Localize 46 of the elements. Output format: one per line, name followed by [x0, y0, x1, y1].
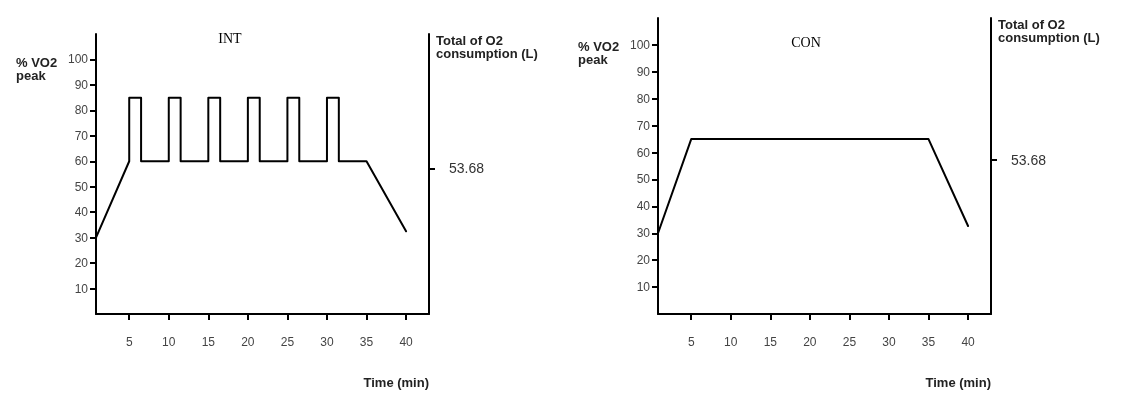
y-tick-label: 10 [636, 280, 651, 295]
y-tick-label: 80 [636, 91, 651, 106]
x-tick-label: 5 [687, 335, 695, 349]
y-tick-label: 90 [74, 77, 89, 92]
y-tick-label: 60 [636, 145, 651, 160]
x-tick-label: 40 [399, 335, 414, 349]
y2-axis-title: Total of O2 consumption (L) [436, 33, 538, 61]
y-tick-label: 30 [74, 230, 89, 245]
y-tick-label: 20 [74, 256, 89, 271]
y-tick-label: 20 [636, 253, 651, 268]
x-tick-label: 20 [803, 335, 817, 349]
y-tick-label: 30 [636, 226, 651, 241]
x-axis-title: Time (min) [363, 375, 429, 390]
x-tick-label: 30 [882, 335, 896, 349]
y-tick-label: 10 [74, 281, 89, 296]
text: 53.68 [449, 160, 485, 177]
text: CON [791, 34, 821, 50]
x-tick-label: 35 [359, 335, 374, 349]
y-axis-title: % VO2 peak [578, 39, 623, 67]
y-tick-label: 50 [74, 179, 89, 194]
y-tick-label: 40 [636, 199, 651, 214]
x-tick-label: 15 [201, 335, 216, 349]
y2-axis-title: Total of O2 consumption (L) [998, 17, 1100, 45]
y-tick-label: 60 [74, 154, 89, 169]
y-tick-label: 70 [74, 128, 89, 143]
x-tick-label: 10 [162, 335, 176, 349]
x-tick-label: 5 [125, 335, 133, 349]
x-tick-label: 40 [961, 335, 976, 349]
x-tick-label: 25 [842, 335, 857, 349]
y-tick-label: 100 [629, 37, 651, 52]
text: 53.68 [1011, 152, 1047, 169]
y-tick-label: 70 [636, 118, 651, 133]
x-tick-label: 35 [921, 335, 936, 349]
y-tick-label: 90 [636, 64, 651, 79]
y-tick-label: 80 [74, 103, 89, 118]
y-tick-label: 40 [74, 205, 89, 220]
x-tick-label: 30 [320, 335, 334, 349]
chart-title: INT [218, 30, 243, 46]
x-axis-title: Time (min) [925, 375, 991, 390]
y-tick-label: 100 [67, 52, 89, 67]
x-tick-label: 10 [724, 335, 738, 349]
x-tick-label: 15 [763, 335, 778, 349]
y-axis-title: % VO2 peak [16, 55, 61, 83]
x-tick-label: 25 [280, 335, 295, 349]
x-tick-label: 20 [241, 335, 255, 349]
y-tick-label: 50 [636, 172, 651, 187]
